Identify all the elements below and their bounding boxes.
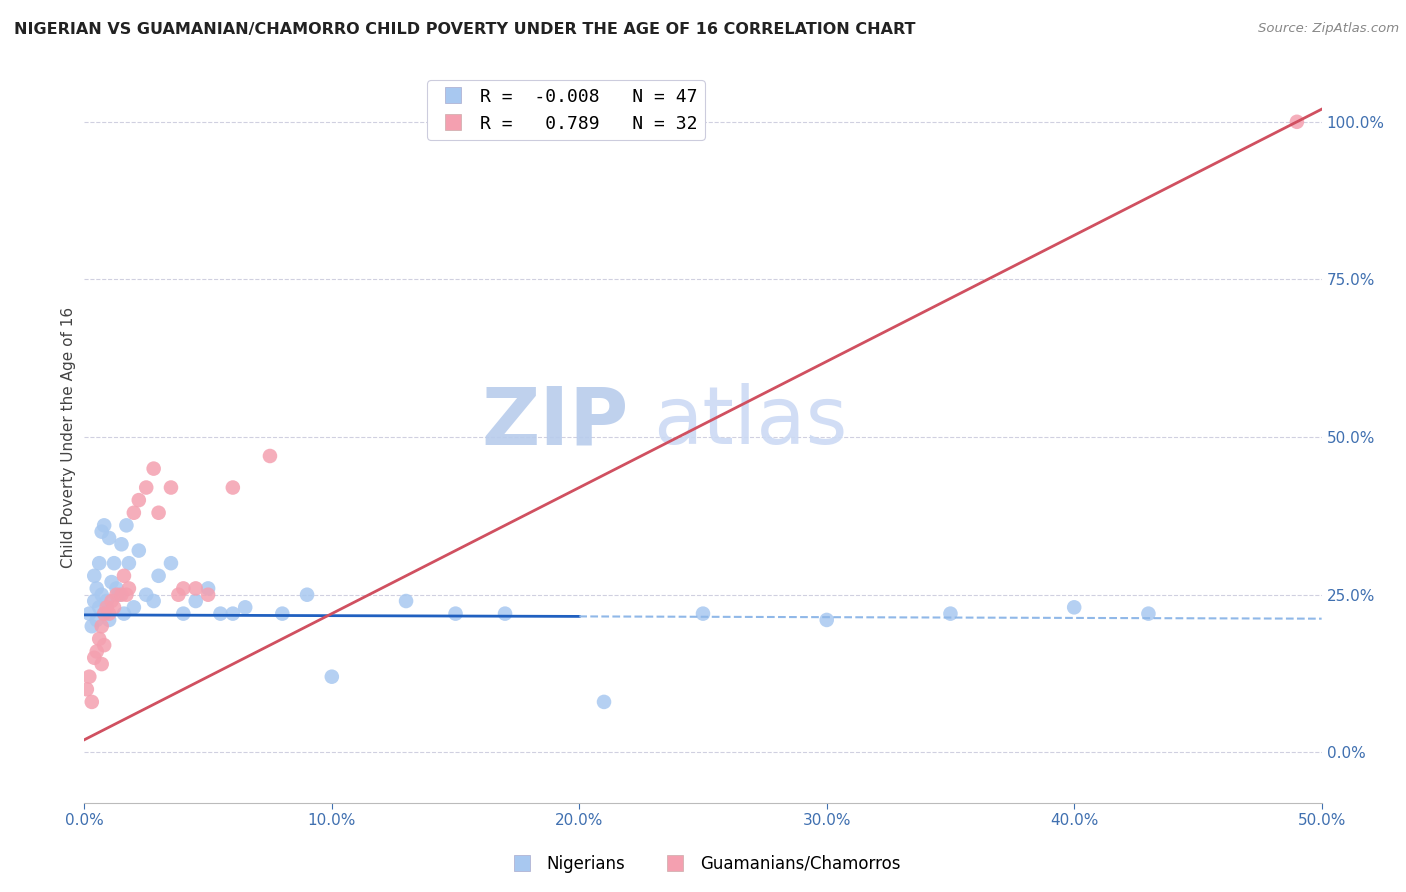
Point — [222, 607, 245, 621]
Point — [167, 588, 190, 602]
Point — [89, 556, 111, 570]
Y-axis label: Child Poverty Under the Age of 16: Child Poverty Under the Age of 16 — [60, 307, 76, 567]
Point — [80, 619, 103, 633]
Point — [110, 588, 132, 602]
Point — [93, 518, 115, 533]
Point — [1137, 607, 1160, 621]
Point — [197, 582, 219, 596]
Point — [142, 461, 165, 475]
Point — [233, 600, 256, 615]
Point — [98, 613, 121, 627]
Point — [148, 569, 170, 583]
Point — [122, 506, 145, 520]
Point — [295, 588, 318, 602]
Point — [86, 582, 108, 596]
Point — [321, 670, 343, 684]
Point — [395, 594, 418, 608]
Point — [80, 695, 103, 709]
Point — [112, 607, 135, 621]
Point — [103, 600, 125, 615]
Point — [83, 594, 105, 608]
Point — [135, 588, 157, 602]
Point — [100, 575, 122, 590]
Point — [444, 607, 467, 621]
Text: Source: ZipAtlas.com: Source: ZipAtlas.com — [1258, 22, 1399, 36]
Point — [89, 600, 111, 615]
Point — [115, 588, 138, 602]
Point — [98, 531, 121, 545]
Point — [108, 588, 131, 602]
Point — [90, 657, 112, 671]
Point — [103, 556, 125, 570]
Point — [79, 670, 101, 684]
Point — [815, 613, 838, 627]
Point — [90, 588, 112, 602]
Point — [222, 481, 245, 495]
Point — [184, 582, 207, 596]
Point — [93, 638, 115, 652]
Text: atlas: atlas — [654, 384, 848, 461]
Point — [593, 695, 616, 709]
Point — [692, 607, 714, 621]
Point — [142, 594, 165, 608]
Point — [110, 537, 132, 551]
Legend: R =  -0.008   N = 47, R =   0.789   N = 32: R = -0.008 N = 47, R = 0.789 N = 32 — [427, 80, 704, 140]
Point — [76, 682, 98, 697]
Point — [494, 607, 516, 621]
Point — [128, 543, 150, 558]
Point — [172, 607, 194, 621]
Text: ZIP: ZIP — [481, 384, 628, 461]
Point — [122, 600, 145, 615]
Point — [128, 493, 150, 508]
Point — [98, 607, 121, 621]
Point — [96, 600, 118, 615]
Point — [90, 524, 112, 539]
Point — [93, 607, 115, 621]
Point — [184, 594, 207, 608]
Point — [86, 613, 108, 627]
Point — [209, 607, 232, 621]
Point — [118, 582, 141, 596]
Point — [1285, 115, 1308, 129]
Point — [89, 632, 111, 646]
Point — [90, 619, 112, 633]
Point — [271, 607, 294, 621]
Point — [83, 569, 105, 583]
Point — [83, 650, 105, 665]
Point — [79, 607, 101, 621]
Legend: Nigerians, Guamanians/Chamorros: Nigerians, Guamanians/Chamorros — [498, 848, 908, 880]
Point — [1063, 600, 1085, 615]
Point — [105, 588, 128, 602]
Point — [118, 556, 141, 570]
Text: NIGERIAN VS GUAMANIAN/CHAMORRO CHILD POVERTY UNDER THE AGE OF 16 CORRELATION CHA: NIGERIAN VS GUAMANIAN/CHAMORRO CHILD POV… — [14, 22, 915, 37]
Point — [939, 607, 962, 621]
Point — [96, 594, 118, 608]
Point — [100, 594, 122, 608]
Point — [259, 449, 281, 463]
Point — [112, 569, 135, 583]
Point — [105, 582, 128, 596]
Point — [115, 518, 138, 533]
Point — [148, 506, 170, 520]
Point — [135, 481, 157, 495]
Point — [197, 588, 219, 602]
Point — [160, 481, 183, 495]
Point — [93, 607, 115, 621]
Point — [172, 582, 194, 596]
Point — [160, 556, 183, 570]
Point — [86, 644, 108, 658]
